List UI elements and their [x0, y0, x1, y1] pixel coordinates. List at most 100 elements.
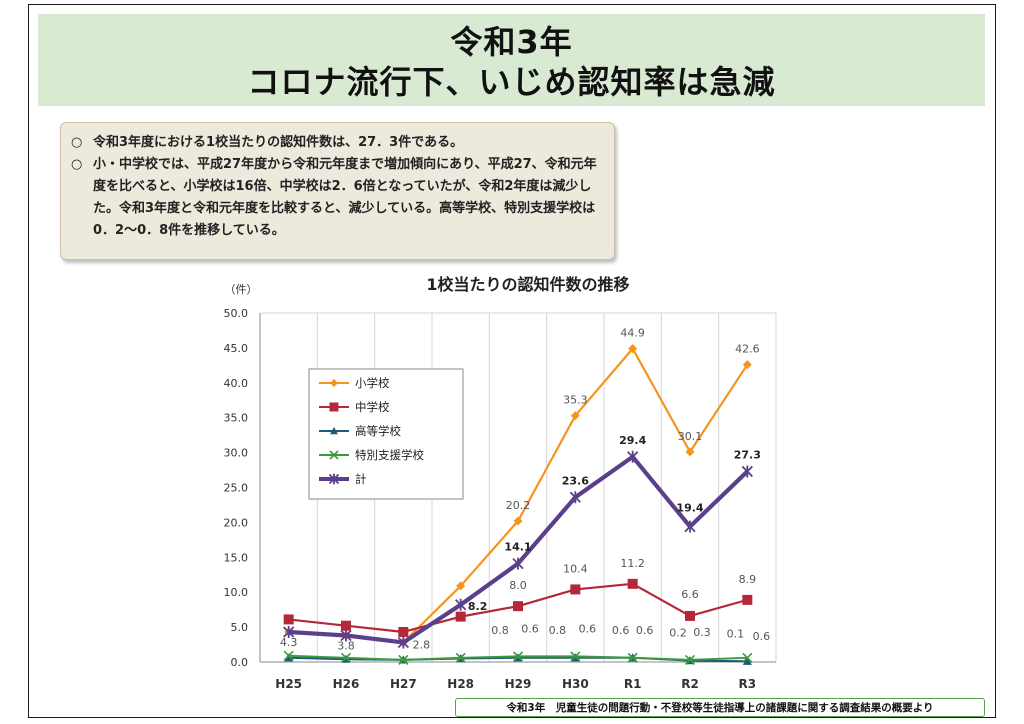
x-tick-label: R2 — [681, 677, 699, 691]
data-label: 3.8 — [337, 639, 355, 652]
data-point — [628, 344, 638, 354]
x-tick-label: H29 — [505, 677, 532, 691]
y-axis-label: （件） — [225, 283, 258, 296]
data-label: 0.2 — [669, 627, 687, 640]
y-tick-label: 0.0 — [231, 656, 249, 669]
data-point — [742, 360, 752, 370]
summary-item: ○ 令和3年度における1校当たりの認知件数は、27．3件である。 — [71, 132, 604, 154]
data-label: 4.3 — [280, 636, 298, 649]
data-point — [570, 411, 580, 421]
data-point — [570, 584, 581, 595]
data-label: 0.6 — [612, 624, 630, 637]
data-point — [627, 578, 638, 589]
y-tick-label: 45.0 — [224, 342, 249, 355]
slide-frame: 令和3年 コロナ流行下、いじめ認知率は急減 ○ 令和3年度における1校当たりの認… — [28, 4, 996, 718]
data-label: 42.6 — [735, 343, 760, 356]
data-label: 35.3 — [563, 394, 588, 407]
data-label: 30.1 — [678, 430, 703, 443]
data-label: 14.1 — [504, 541, 531, 554]
y-tick-label: 15.0 — [224, 551, 249, 564]
legend-entry: 特別支援学校 — [355, 448, 424, 462]
data-point — [742, 656, 752, 665]
data-label: 19.4 — [676, 502, 703, 515]
data-label: 0.8 — [549, 624, 567, 637]
x-tick-label: R3 — [739, 677, 757, 691]
y-tick-label: 25.0 — [224, 482, 249, 495]
data-point — [570, 651, 581, 662]
legend-entry: 小学校 — [355, 376, 390, 390]
data-point — [627, 450, 639, 463]
data-point — [627, 652, 638, 663]
data-label: 27.3 — [734, 448, 761, 461]
data-label: 0.1 — [727, 627, 745, 640]
data-point — [685, 610, 695, 621]
x-tick-label: H30 — [562, 677, 589, 691]
data-point — [283, 614, 294, 625]
legend-marker — [328, 473, 340, 485]
summary-text: 令和3年度における1校当たりの認知件数は、27．3件である。 — [93, 135, 464, 150]
x-tick-label: H27 — [390, 677, 417, 691]
line-chart: 1校当たりの認知件数の推移 （件） 0.0 5.0 10.0 15.0 20.0 25.0 30… — [224, 275, 777, 691]
chart-title: 1校当たりの認知件数の推移 — [426, 275, 629, 294]
data-point — [455, 611, 466, 622]
data-point — [398, 654, 409, 665]
data-point — [455, 598, 467, 611]
data-label: 0.6 — [753, 630, 771, 643]
y-tick-label: 40.0 — [224, 377, 249, 390]
data-point — [512, 651, 524, 662]
data-point — [340, 652, 352, 663]
data-point — [684, 654, 696, 665]
legend-marker — [329, 402, 339, 412]
legend-marker — [330, 427, 338, 435]
x-tick-label: R1 — [624, 677, 642, 691]
data-point — [397, 636, 409, 649]
slide-title-line-1: 令和3年 — [450, 23, 573, 61]
summary-item: ○ 小・中学校では、平成27年度から令和元年度まで増加傾向にあり、平成27、令和… — [71, 154, 604, 242]
data-label: 20.2 — [506, 499, 531, 512]
summary-text: 小・中学校では、平成27年度から令和元年度まで増加傾向にあり、平成27、令和元年… — [93, 157, 597, 238]
y-tick-label: 10.0 — [224, 586, 249, 599]
data-point — [283, 650, 294, 661]
data-point — [456, 581, 466, 591]
data-label: 11.2 — [620, 557, 645, 570]
data-point — [284, 653, 294, 662]
x-tick-label: H28 — [447, 677, 474, 691]
legend-entry: 中学校 — [355, 400, 390, 414]
data-label: 0.6 — [579, 622, 597, 635]
data-point — [341, 620, 351, 631]
summary-box: ○ 令和3年度における1校当たりの認知件数は、27．3件である。 ○ 小・中学校… — [60, 122, 615, 260]
data-point — [684, 520, 696, 533]
y-tick-label: 20.0 — [224, 516, 249, 529]
legend-marker — [329, 450, 339, 460]
data-point — [741, 465, 753, 478]
y-tick-label: 35.0 — [224, 412, 249, 425]
slide-title-line-2: コロナ流行下、いじめ認知率は急減 — [247, 63, 776, 101]
data-point — [569, 491, 581, 504]
data-label: 8.0 — [509, 579, 527, 592]
data-label: 8.2 — [468, 600, 488, 613]
data-point — [340, 629, 352, 642]
data-label: 8.9 — [739, 573, 757, 586]
legend-entry: 高等学校 — [355, 424, 401, 438]
bullet-circle-icon: ○ — [71, 157, 83, 172]
data-label: 0.6 — [521, 622, 539, 635]
y-tick-label: 5.0 — [231, 621, 249, 634]
bullet-circle-icon: ○ — [71, 135, 83, 150]
data-label: 0.6 — [636, 624, 654, 637]
data-label: 23.6 — [562, 474, 589, 487]
y-tick-label: 30.0 — [224, 447, 249, 460]
legend-marker — [330, 379, 338, 387]
x-tick-label: H25 — [275, 677, 302, 691]
data-point — [742, 652, 753, 663]
legend-entry: 計 — [355, 472, 367, 486]
data-label: 0.8 — [491, 624, 509, 637]
data-point — [513, 601, 523, 612]
chart-area: 1校当たりの認知件数の推移 （件） 0.0 5.0 10.0 15.0 20.0 25.0 30… — [29, 5, 997, 719]
data-label: 29.4 — [619, 434, 646, 447]
title-band: 令和3年 コロナ流行下、いじめ認知率は急減 — [38, 14, 985, 106]
y-tick-label: 50.0 — [224, 307, 249, 320]
data-point — [685, 447, 695, 457]
data-label: 2.8 — [413, 638, 431, 651]
source-note: 令和3年 児童生徒の問題行動・不登校等生徒指導上の諸課題に関する調査結果の概要よ… — [455, 698, 985, 717]
data-label: 0.3 — [693, 626, 711, 639]
